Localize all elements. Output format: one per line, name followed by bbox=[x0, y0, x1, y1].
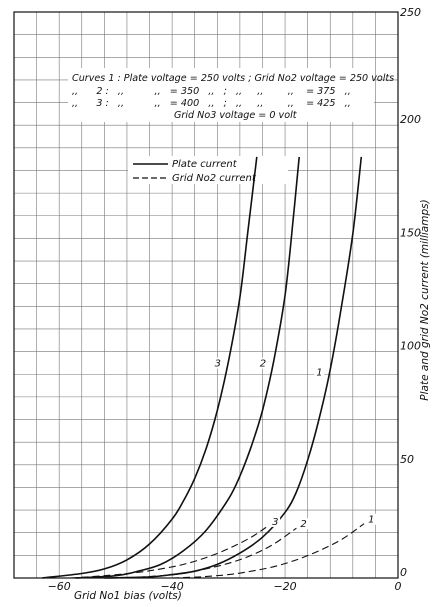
y-tick-label: 250 bbox=[400, 6, 421, 19]
notes-panel bbox=[68, 68, 374, 122]
x-axis-label: Grid No1 bias (volts) bbox=[74, 590, 182, 602]
plate-current-curve-3 bbox=[42, 156, 258, 579]
legend-panel bbox=[128, 156, 288, 184]
grid-no2-current-curve-2 bbox=[126, 527, 297, 579]
x-tick-label: −20 bbox=[273, 580, 296, 593]
note-line-3: ,, 3 : ,, ,, = 400 ,, ; ,, ,, ,, = 425 ,… bbox=[72, 98, 351, 109]
curve-label-2: 2 bbox=[260, 359, 266, 370]
y-tick-labels: 0 50 100 150 200 250 bbox=[400, 6, 421, 579]
y-tick-label: 50 bbox=[400, 453, 414, 466]
note-line-1: Curves 1 : Plate voltage = 250 volts ; G… bbox=[72, 73, 394, 84]
note-line-4: Grid No3 voltage = 0 volt bbox=[174, 110, 298, 121]
curve-label-background bbox=[314, 366, 325, 378]
curve-label-1: 1 bbox=[368, 515, 374, 526]
x-tick-label: −40 bbox=[161, 580, 184, 593]
curve-label-1: 1 bbox=[316, 368, 322, 379]
grid-no2-current-curve-1 bbox=[172, 523, 365, 579]
legend-plate-current: Plate current bbox=[172, 159, 238, 170]
note-line-2: ,, 2 : ,, ,, = 350 ,, ; ,, ,, ,, = 375 ,… bbox=[72, 86, 351, 97]
y-tick-label: 150 bbox=[400, 226, 421, 239]
plate-current-curve-2 bbox=[76, 156, 300, 579]
curve-label-2: 2 bbox=[300, 519, 306, 530]
curve-label-3: 3 bbox=[215, 359, 221, 370]
curves: 1 2 3 1 2 3 bbox=[42, 156, 377, 579]
y-tick-label: 100 bbox=[400, 340, 421, 353]
plot-frame bbox=[13, 11, 399, 579]
y-tick-label: 200 bbox=[400, 113, 421, 126]
curve-label-background bbox=[257, 357, 268, 369]
legend-grid-no2-current: Grid No2 current bbox=[172, 173, 257, 184]
x-tick-label: −60 bbox=[48, 580, 71, 593]
x-tick-labels: −60 −40 −20 0 bbox=[48, 580, 402, 593]
curve-label-background bbox=[298, 518, 309, 530]
curve-label-3: 3 bbox=[272, 517, 278, 528]
curve-label-background bbox=[270, 515, 281, 527]
curve-label-background bbox=[212, 357, 223, 369]
grid-no2-current-curve-3 bbox=[70, 525, 269, 579]
y-tick-label: 0 bbox=[400, 566, 407, 579]
y-axis-label: Plate and grid No2 current (milliamps) bbox=[419, 199, 431, 400]
x-tick-label: 0 bbox=[395, 580, 402, 593]
curve-label-background bbox=[366, 513, 377, 525]
plate-current-curve-1 bbox=[104, 156, 363, 579]
